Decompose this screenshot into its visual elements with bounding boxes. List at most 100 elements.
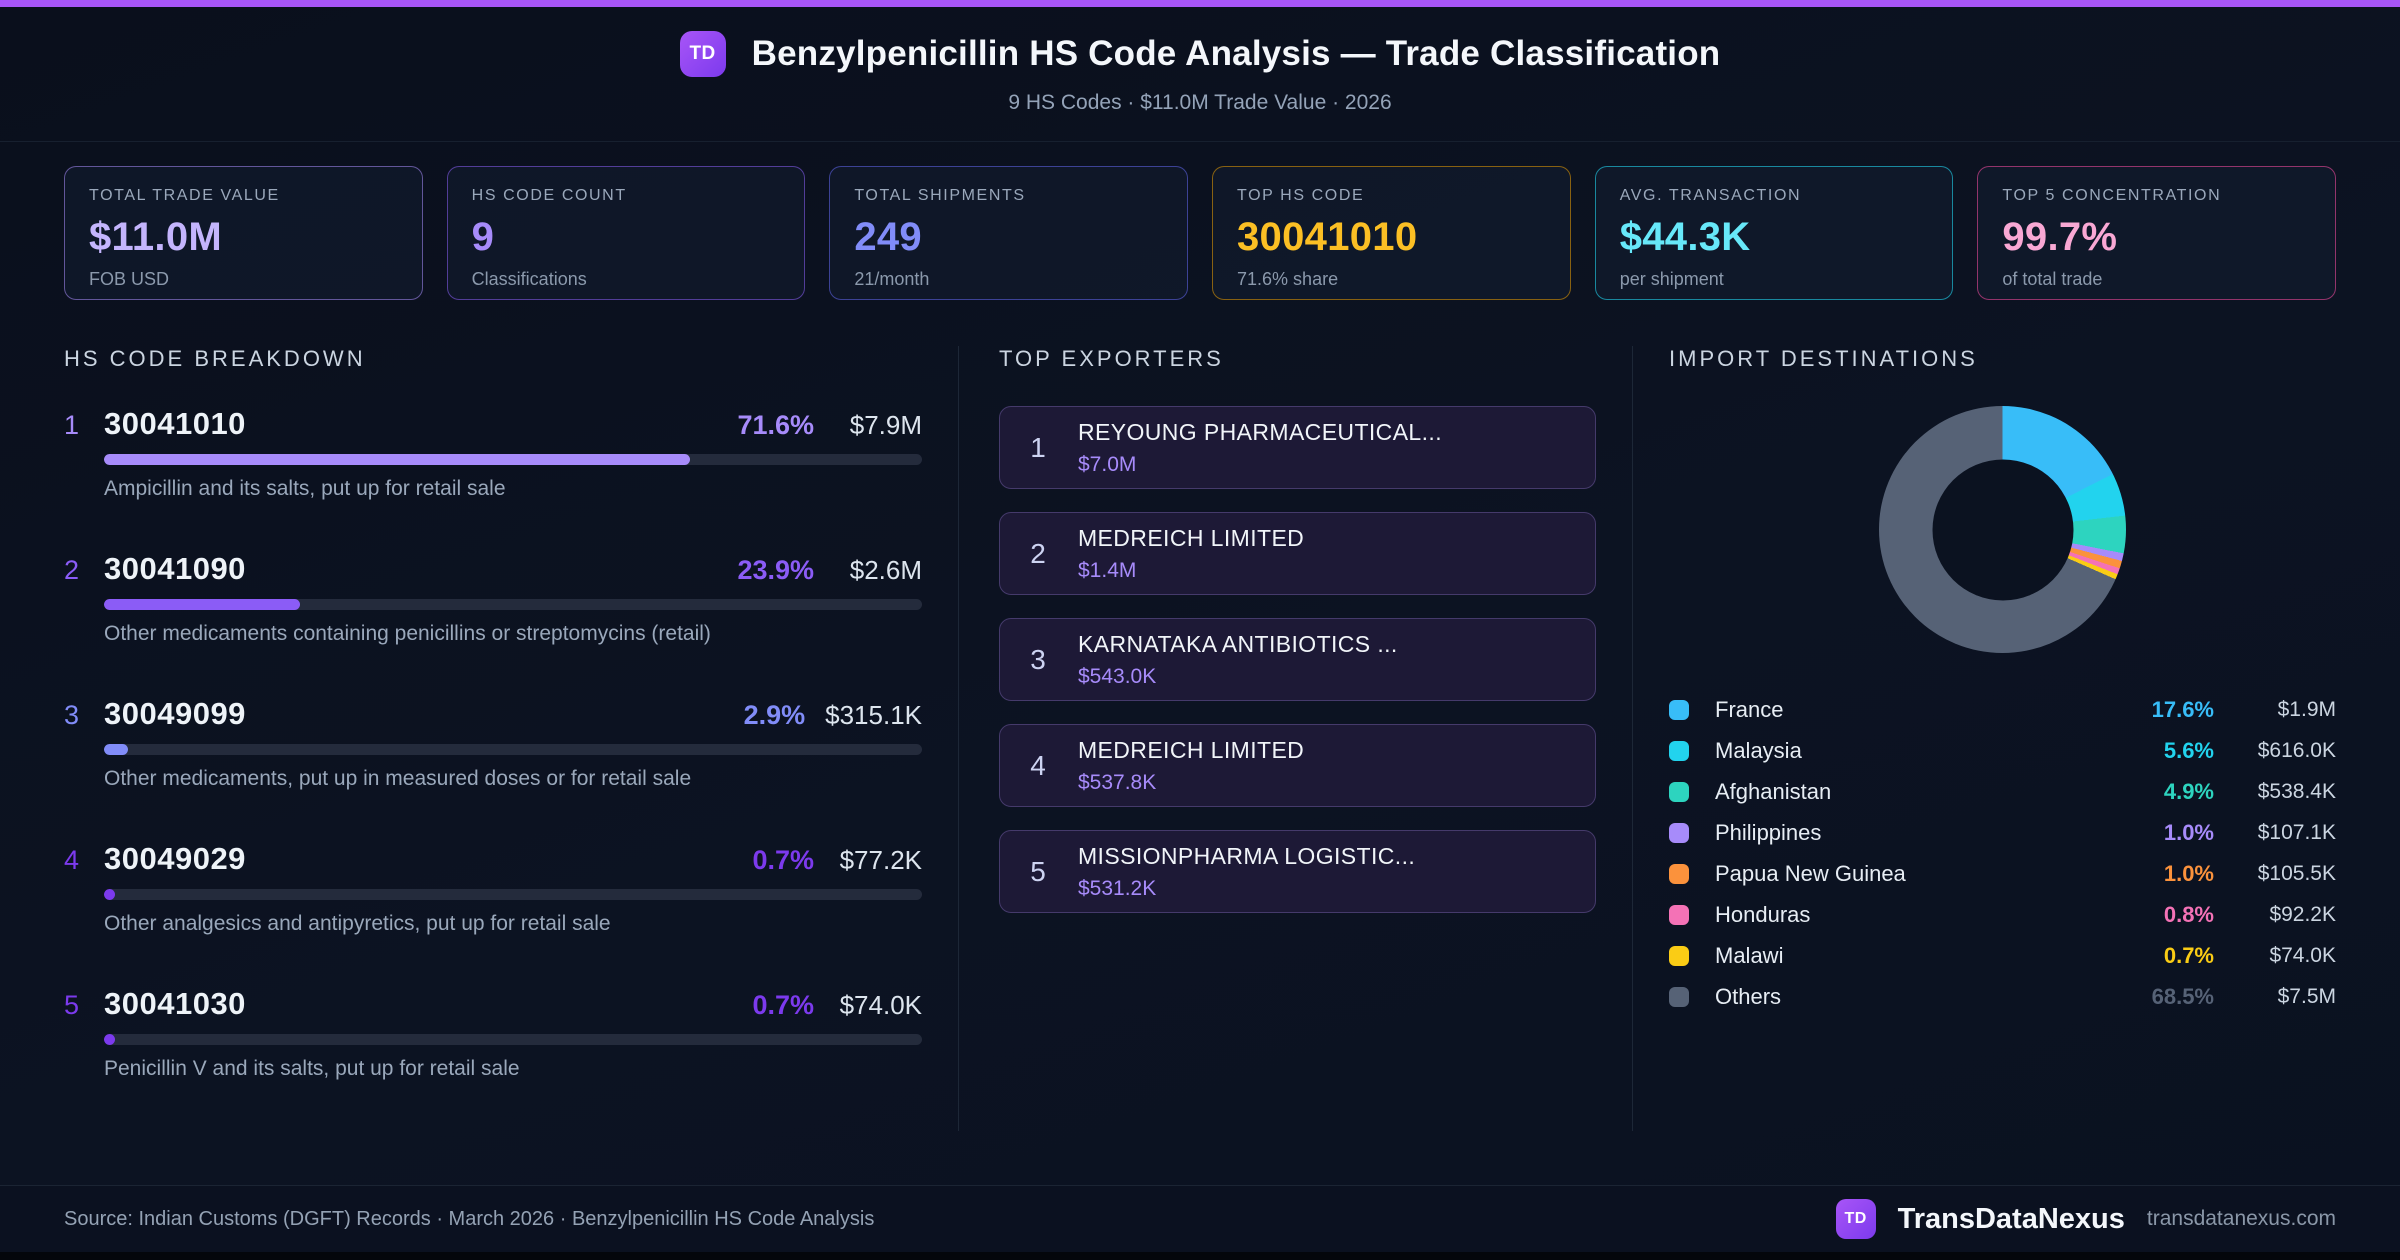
share-percent: 0.7%: [752, 845, 814, 875]
top-accent-bar: [0, 0, 2400, 7]
exporter-name: KARNATAKA ANTIBIOTICS ...: [1078, 630, 1398, 657]
stat-value: $44.3K: [1619, 215, 1751, 259]
donut-hole: [1932, 459, 2073, 600]
progress-track: [104, 744, 922, 755]
import-destinations-donut-chart[interactable]: [1879, 406, 2126, 653]
stat-value: 99.7%: [2002, 215, 2118, 259]
stat-label: TOP HS CODE: [1237, 187, 1365, 204]
legend-value: $92.2K: [2269, 902, 2336, 926]
legend-swatch: [1669, 904, 1689, 925]
page-title: Benzylpenicillin HS Code Analysis — Trad…: [751, 34, 1721, 73]
exporter-value: $531.2K: [1078, 876, 1157, 900]
legend-swatch: [1669, 945, 1689, 966]
hs-code-description: Penicillin V and its salts, put up for r…: [104, 1057, 520, 1080]
rank-number: 3: [64, 700, 80, 730]
legend-row-others[interactable]: Others 68.5% $7.5M: [1669, 976, 2336, 1017]
stat-sub: of total trade: [2002, 269, 2103, 289]
stat-value: 30041010: [1237, 215, 1418, 259]
stat-card-total-trade-value: TOTAL TRADE VALUE $11.0M FOB USD: [64, 166, 423, 300]
rank-number: 1: [1030, 431, 1046, 463]
share-percent: 71.6%: [737, 410, 814, 440]
legend-percent: 4.9%: [2163, 778, 2214, 804]
exporter-card-2[interactable]: 2 MEDREICH LIMITED $1.4M: [999, 512, 1596, 595]
stat-card-top-hs-code: TOP HS CODE 30041010 71.6% share: [1212, 166, 1571, 300]
stat-sub: FOB USD: [89, 269, 170, 289]
hs-code: 30041010: [104, 406, 246, 441]
legend-row-papua-new-guinea[interactable]: Papua New Guinea 1.0% $105.5K: [1669, 853, 2336, 894]
hs-code-description: Other medicaments, put up in measured do…: [104, 767, 692, 790]
legend-row-honduras[interactable]: Honduras 0.8% $92.2K: [1669, 894, 2336, 935]
progress-fill: [104, 454, 690, 465]
exporter-value: $537.8K: [1078, 770, 1157, 794]
hs-code-row-5[interactable]: 5 30041030 0.7% $74.0K Penicillin V and …: [64, 986, 922, 1081]
hs-breakdown-section: HS CODE BREAKDOWN 1 30041010 71.6% $7.9M…: [64, 346, 958, 1131]
exporter-card-1[interactable]: 1 REYOUNG PHARMACEUTICAL... $7.0M: [999, 406, 1596, 489]
stat-label: HS CODE COUNT: [471, 187, 627, 204]
legend-label: Others: [1715, 983, 1782, 1009]
legend-value: $1.9M: [2277, 697, 2336, 721]
legend-row-malawi[interactable]: Malawi 0.7% $74.0K: [1669, 935, 2336, 976]
legend-label: Philippines: [1715, 819, 1822, 845]
legend-value: $616.0K: [2257, 738, 2336, 762]
hs-code-row-2[interactable]: 2 30041090 23.9% $2.6M Other medicaments…: [64, 551, 922, 646]
hs-code-row-4[interactable]: 4 30049029 0.7% $77.2K Other analgesics …: [64, 841, 922, 936]
bottom-strip: [0, 1252, 2400, 1260]
legend-label: Malaysia: [1715, 737, 1802, 763]
page-subtitle: 9 HS Codes · $11.0M Trade Value · 2026: [1008, 91, 1392, 114]
stat-card-hs-code-count: HS CODE COUNT 9 Classifications: [446, 166, 806, 300]
stat-card-top5-concentration: TOP 5 CONCENTRATION 99.7% of total trade: [1977, 166, 2337, 300]
rank-number: 5: [1030, 855, 1046, 887]
legend-swatch: [1669, 986, 1689, 1007]
trade-value: $74.0K: [839, 990, 922, 1020]
progress-track: [104, 1034, 922, 1045]
legend-percent: 0.7%: [2163, 942, 2214, 968]
legend-swatch: [1669, 740, 1689, 761]
stat-value: $11.0M: [89, 215, 223, 259]
legend-swatch: [1669, 863, 1689, 884]
rank-number: 5: [64, 990, 80, 1020]
progress-track: [104, 454, 922, 465]
exporter-value: $543.0K: [1078, 664, 1157, 688]
stat-card-total-shipments: TOTAL SHIPMENTS 249 21/month: [829, 166, 1189, 300]
legend-row-france[interactable]: France 17.6% $1.9M: [1669, 689, 2336, 730]
rank-number: 2: [1030, 537, 1046, 569]
trade-value: $7.9M: [849, 410, 922, 440]
legend-row-philippines[interactable]: Philippines 1.0% $107.1K: [1669, 812, 2336, 853]
progress-fill: [104, 599, 300, 610]
legend-row-malaysia[interactable]: Malaysia 5.6% $616.0K: [1669, 730, 2336, 771]
legend-label: France: [1715, 696, 1784, 722]
stat-card-avg-transaction: AVG. TRANSACTION $44.3K per shipment: [1594, 166, 1954, 300]
brand-domain-link[interactable]: transdatanexus.com: [2146, 1207, 2336, 1230]
legend-label: Honduras: [1715, 901, 1811, 927]
legend-row-afghanistan[interactable]: Afghanistan 4.9% $538.4K: [1669, 771, 2336, 812]
td-logo: TD: [1835, 1199, 1876, 1239]
import-destinations-title: IMPORT DESTINATIONS: [1669, 346, 1978, 371]
hs-code-row-3[interactable]: 3 30049099 2.9% $315.1K Other medicament…: [64, 696, 922, 791]
share-percent: 0.7%: [752, 990, 814, 1020]
exporter-name: REYOUNG PHARMACEUTICAL...: [1078, 418, 1442, 445]
legend-percent: 68.5%: [2151, 983, 2214, 1009]
exporter-card-3[interactable]: 3 KARNATAKA ANTIBIOTICS ... $543.0K: [999, 618, 1596, 701]
legend-value: $105.5K: [2257, 861, 2336, 885]
legend-value: $7.5M: [2277, 984, 2336, 1008]
exporter-value: $7.0M: [1078, 452, 1137, 476]
hs-code: 30049099: [104, 696, 246, 731]
hs-code: 30041030: [104, 986, 246, 1021]
progress-track: [104, 889, 922, 900]
legend-percent: 0.8%: [2163, 901, 2214, 927]
rank-number: 3: [1030, 643, 1046, 675]
stat-label: TOTAL SHIPMENTS: [854, 187, 1026, 204]
hs-code-row-1[interactable]: 1 30041010 71.6% $7.9M Ampicillin and it…: [64, 406, 922, 501]
stat-label: TOP 5 CONCENTRATION: [2002, 187, 2222, 204]
import-destinations-section: IMPORT DESTINATIONS France 17.6% $1.9M M…: [1632, 346, 2336, 1131]
hs-code-description: Other medicaments containing penicillins…: [104, 622, 711, 645]
legend-label: Papua New Guinea: [1715, 860, 1906, 886]
rank-number: 4: [1030, 749, 1046, 781]
progress-fill: [104, 889, 115, 900]
exporter-card-4[interactable]: 4 MEDREICH LIMITED $537.8K: [999, 724, 1596, 807]
stat-label: TOTAL TRADE VALUE: [89, 187, 280, 204]
exporter-card-5[interactable]: 5 MISSIONPHARMA LOGISTIC... $531.2K: [999, 830, 1596, 913]
legend-percent: 1.0%: [2163, 819, 2214, 845]
share-percent: 2.9%: [743, 700, 806, 730]
